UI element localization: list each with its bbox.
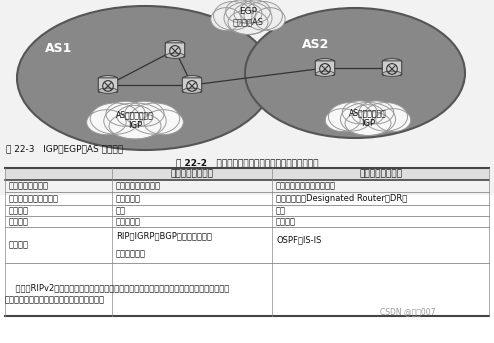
Text: 不要求应答: 不要求应答 (116, 217, 141, 226)
Text: 们必须能够通过重分布路由来交换路由信息。: 们必须能够通过重分布路由来交换路由信息。 (5, 296, 105, 305)
Ellipse shape (183, 88, 202, 93)
Text: 注意：RIPv2既支持广播，也支持组播；每一个接口都可以配置为使用不同的路由协议，但它: 注意：RIPv2既支持广播，也支持组播；每一个接口都可以配置为使用不同的路由协议… (5, 284, 229, 293)
Text: AS2: AS2 (302, 38, 329, 51)
Ellipse shape (90, 103, 140, 134)
Ellipse shape (342, 101, 377, 124)
Ellipse shape (340, 103, 396, 135)
FancyBboxPatch shape (382, 61, 402, 75)
Text: 所有路由器: 所有路由器 (116, 194, 141, 203)
Ellipse shape (104, 103, 166, 139)
Text: 距离矢量路由协议: 距离矢量路由协议 (170, 169, 213, 178)
Text: 应答方式: 应答方式 (9, 217, 29, 226)
Text: 连接不同AS: 连接不同AS (233, 17, 263, 26)
FancyBboxPatch shape (98, 78, 118, 92)
Ellipse shape (165, 41, 184, 46)
Ellipse shape (211, 8, 241, 31)
FancyBboxPatch shape (315, 61, 335, 75)
Text: AS内部路由协议: AS内部路由协议 (116, 110, 154, 119)
Text: CSDN @山械007: CSDN @山械007 (380, 308, 436, 317)
Ellipse shape (165, 53, 184, 58)
Ellipse shape (99, 76, 118, 81)
Ellipse shape (359, 101, 394, 124)
Text: IGP: IGP (128, 120, 142, 130)
Text: 组播: 组播 (276, 206, 286, 215)
Ellipse shape (316, 59, 334, 64)
Ellipse shape (224, 1, 272, 35)
Text: 网络扑拓变化发布路由信息: 网络扑拓变化发布路由信息 (276, 181, 336, 190)
Ellipse shape (130, 103, 180, 134)
Text: AS1: AS1 (45, 42, 73, 55)
Ellipse shape (352, 105, 384, 125)
Ellipse shape (17, 6, 273, 150)
Ellipse shape (213, 1, 252, 30)
Text: 量路由协议）: 量路由协议） (116, 249, 146, 259)
Ellipse shape (325, 109, 360, 131)
Ellipse shape (364, 103, 408, 131)
Text: 要求应答: 要求应答 (276, 217, 296, 226)
Text: RIP、IGRP、BGP（增强型距离矢: RIP、IGRP、BGP（增强型距离矢 (116, 232, 212, 240)
Ellipse shape (245, 8, 465, 138)
Ellipse shape (99, 88, 118, 93)
Ellipse shape (255, 8, 285, 31)
Text: 发布方式: 发布方式 (9, 206, 29, 215)
Ellipse shape (345, 111, 391, 135)
Ellipse shape (124, 101, 164, 126)
Ellipse shape (144, 110, 183, 135)
Bar (5, 168, 489, 180)
Text: IGP: IGP (361, 118, 375, 128)
Text: 周期性发布路由信息: 周期性发布路由信息 (116, 181, 161, 190)
Ellipse shape (117, 105, 153, 127)
Ellipse shape (86, 110, 126, 135)
FancyBboxPatch shape (165, 43, 185, 57)
Text: EGP: EGP (239, 8, 257, 16)
Text: 表 22-2   链路状态路由协议和距离矢量路由协议对比: 表 22-2 链路状态路由协议和距离矢量路由协议对比 (176, 158, 318, 167)
Ellipse shape (234, 4, 262, 24)
Ellipse shape (226, 0, 256, 23)
Text: 支持协议: 支持协议 (9, 240, 29, 249)
Ellipse shape (376, 109, 411, 131)
Ellipse shape (106, 101, 145, 126)
Text: 广播: 广播 (116, 206, 126, 215)
Text: 发布路由触发条件: 发布路由触发条件 (9, 181, 49, 190)
Text: 图 22-3   IGP、EGP、AS 三者关系: 图 22-3 IGP、EGP、AS 三者关系 (6, 144, 123, 154)
Ellipse shape (383, 71, 401, 76)
Ellipse shape (329, 103, 372, 131)
Text: 指定路由器（Designated Router，DR）: 指定路由器（Designated Router，DR） (276, 194, 407, 203)
Text: AS内部路由协议: AS内部路由协议 (349, 108, 387, 118)
Ellipse shape (240, 0, 270, 23)
Text: 发布路由信息的路由器: 发布路由信息的路由器 (9, 194, 59, 203)
Ellipse shape (244, 1, 283, 30)
FancyBboxPatch shape (182, 78, 202, 92)
Text: OSPF、IS-IS: OSPF、IS-IS (276, 236, 322, 245)
Text: 链路状态路由协议: 链路状态路由协议 (359, 169, 402, 178)
Bar (0, 0, 494, 195)
Ellipse shape (316, 71, 334, 76)
Ellipse shape (183, 76, 202, 81)
Ellipse shape (228, 10, 268, 35)
Ellipse shape (383, 59, 401, 64)
Ellipse shape (109, 113, 161, 139)
